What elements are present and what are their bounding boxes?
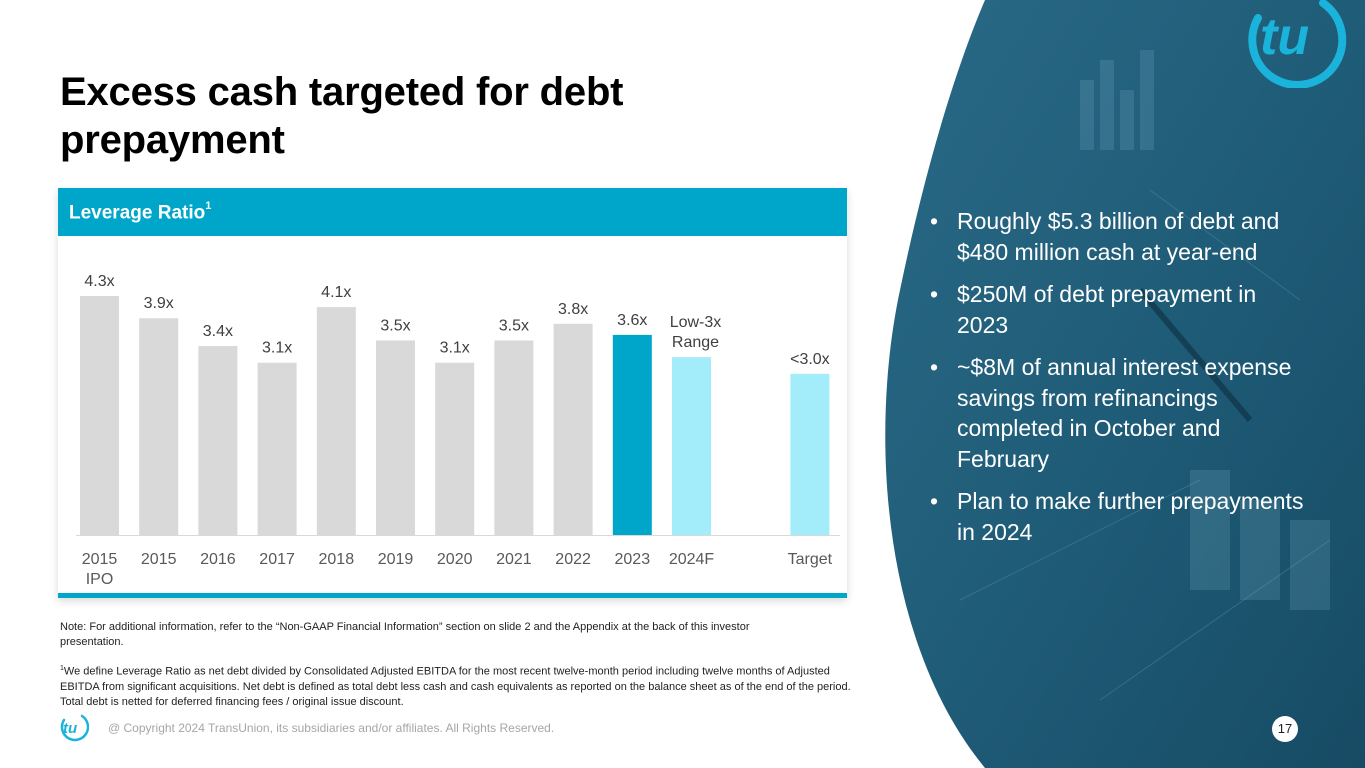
data-label: 4.3x [84,273,114,290]
data-label: 3.5x [380,317,410,334]
data-label: 4.1x [321,284,351,301]
note-text: Note: For additional information, refer … [60,621,750,648]
bullet-item: • $250M of debt prepayment in 2023 [930,279,1310,340]
bar-2015 [139,318,179,535]
bar-2023 [612,334,652,535]
transunion-logo-icon: tu [1248,0,1347,88]
footnote-text: We define Leverage Ratio as net debt div… [60,665,851,708]
copyright-text: @ Copyright 2024 TransUnion, its subsidi… [108,721,555,735]
bullet-item: • Roughly $5.3 billion of debt and $480 m… [930,206,1310,267]
bar-target [790,373,830,535]
bullet-item: • ~$8M of annual interest expense savings… [930,352,1310,474]
data-label: 3.1x [262,340,292,357]
data-label: 3.6x [617,312,647,329]
data-label: 3.9x [144,295,174,312]
x-tick-label: 2020 [437,551,473,568]
page-number: 17 [1272,716,1298,742]
bullet-dot: • [930,208,939,234]
x-tick-label: 2021 [496,551,532,568]
chart-header: Leverage Ratio1 [58,188,847,236]
bullet-item: • Plan to make further prepayments in 202… [930,486,1310,547]
logo-text: tu [1260,8,1309,66]
x-tick-label: 2024F [669,551,715,568]
leverage-ratio-bar-chart: 4.3x 2015 IPO 3.9x 2015 3.4x 2016 3.1x 2017 4.1x 2… [76,273,840,588]
bullet-text: $250M of debt prepayment in 2023 [957,281,1257,338]
x-tick-label: 2022 [555,551,591,568]
bar-2018 [316,307,356,535]
data-label: 3.1x [440,340,470,357]
bullet-dot: • [930,354,939,380]
bar-2016 [198,346,238,535]
x-tick-label: 2019 [378,551,414,568]
data-label: 3.5x [499,317,529,334]
footnote: 1We define Leverage Ratio as net debt di… [60,661,870,710]
bullet-dot: • [930,488,939,514]
x-tick-label: Target [788,551,833,568]
x-tick-label: 2016 [200,551,236,568]
bullet-dot: • [930,281,939,307]
x-tick-label: 2018 [319,551,355,568]
bar-2021 [494,340,534,535]
bullet-text: Roughly $5.3 billion of debt and $480 mi… [957,208,1280,265]
chart-title-superscript: 1 [205,200,212,212]
small-logo-text: tu [63,720,77,737]
footnote-marker: 1 [60,665,64,672]
x-tick-label: 2015 [82,551,118,568]
slide-title: Excess cash targeted for debt prepayment [60,70,624,162]
chart-title: Leverage Ratio1 [69,200,212,224]
bullet-text: ~$8M of annual interest expense savings … [957,354,1292,472]
leverage-ratio-chart-card: Leverage Ratio1 4.3x 2015 IPO 3.9x 2015 3.4x 2… [58,188,847,598]
data-label: 3.8x [558,301,588,318]
chart-bottom-bar [58,593,847,598]
bar-2015-ipo [80,296,119,535]
bullet-text: Plan to make further prepayments in 2024 [957,488,1304,545]
data-label: Low-3x [670,314,722,331]
x-tick-label: 2015 [141,551,177,568]
transunion-small-logo-icon: tu [60,714,89,742]
bar-2022 [553,323,593,535]
data-label: <3.0x [790,351,830,368]
x-tick-label: IPO [86,571,114,588]
data-label: 3.4x [203,323,233,340]
bar-2020 [435,362,475,535]
x-tick-label: 2023 [615,551,651,568]
bar-2017 [257,362,297,535]
bar-2024f [672,357,711,535]
bar-2019 [376,340,415,535]
key-points-list: • Roughly $5.3 billion of debt and $480 m… [930,206,1310,559]
x-tick-label: 2017 [259,551,295,568]
chart-title-text: Leverage Ratio [69,202,206,224]
data-label: Range [672,334,719,351]
